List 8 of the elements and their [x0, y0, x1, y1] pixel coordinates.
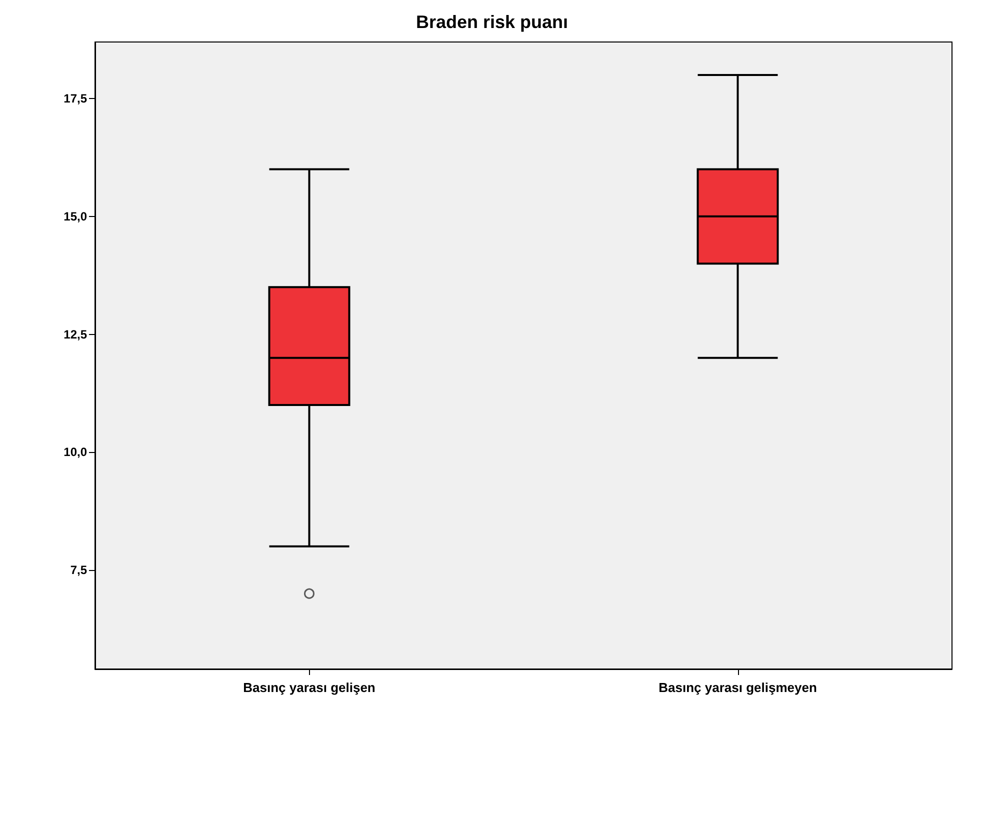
y-tick-label: 7,5 — [70, 563, 88, 577]
y-tick-label: 10,0 — [64, 445, 88, 460]
x-tick-label: Basınç yarası gelişen — [243, 680, 376, 695]
y-tick-label: 12,5 — [64, 327, 88, 342]
x-tick-label: Basınç yarası gelişmeyen — [658, 680, 817, 695]
chart-title: Braden risk puanı — [416, 12, 568, 32]
y-tick-label: 17,5 — [64, 92, 88, 106]
y-tick-label: 15,0 — [64, 209, 88, 224]
